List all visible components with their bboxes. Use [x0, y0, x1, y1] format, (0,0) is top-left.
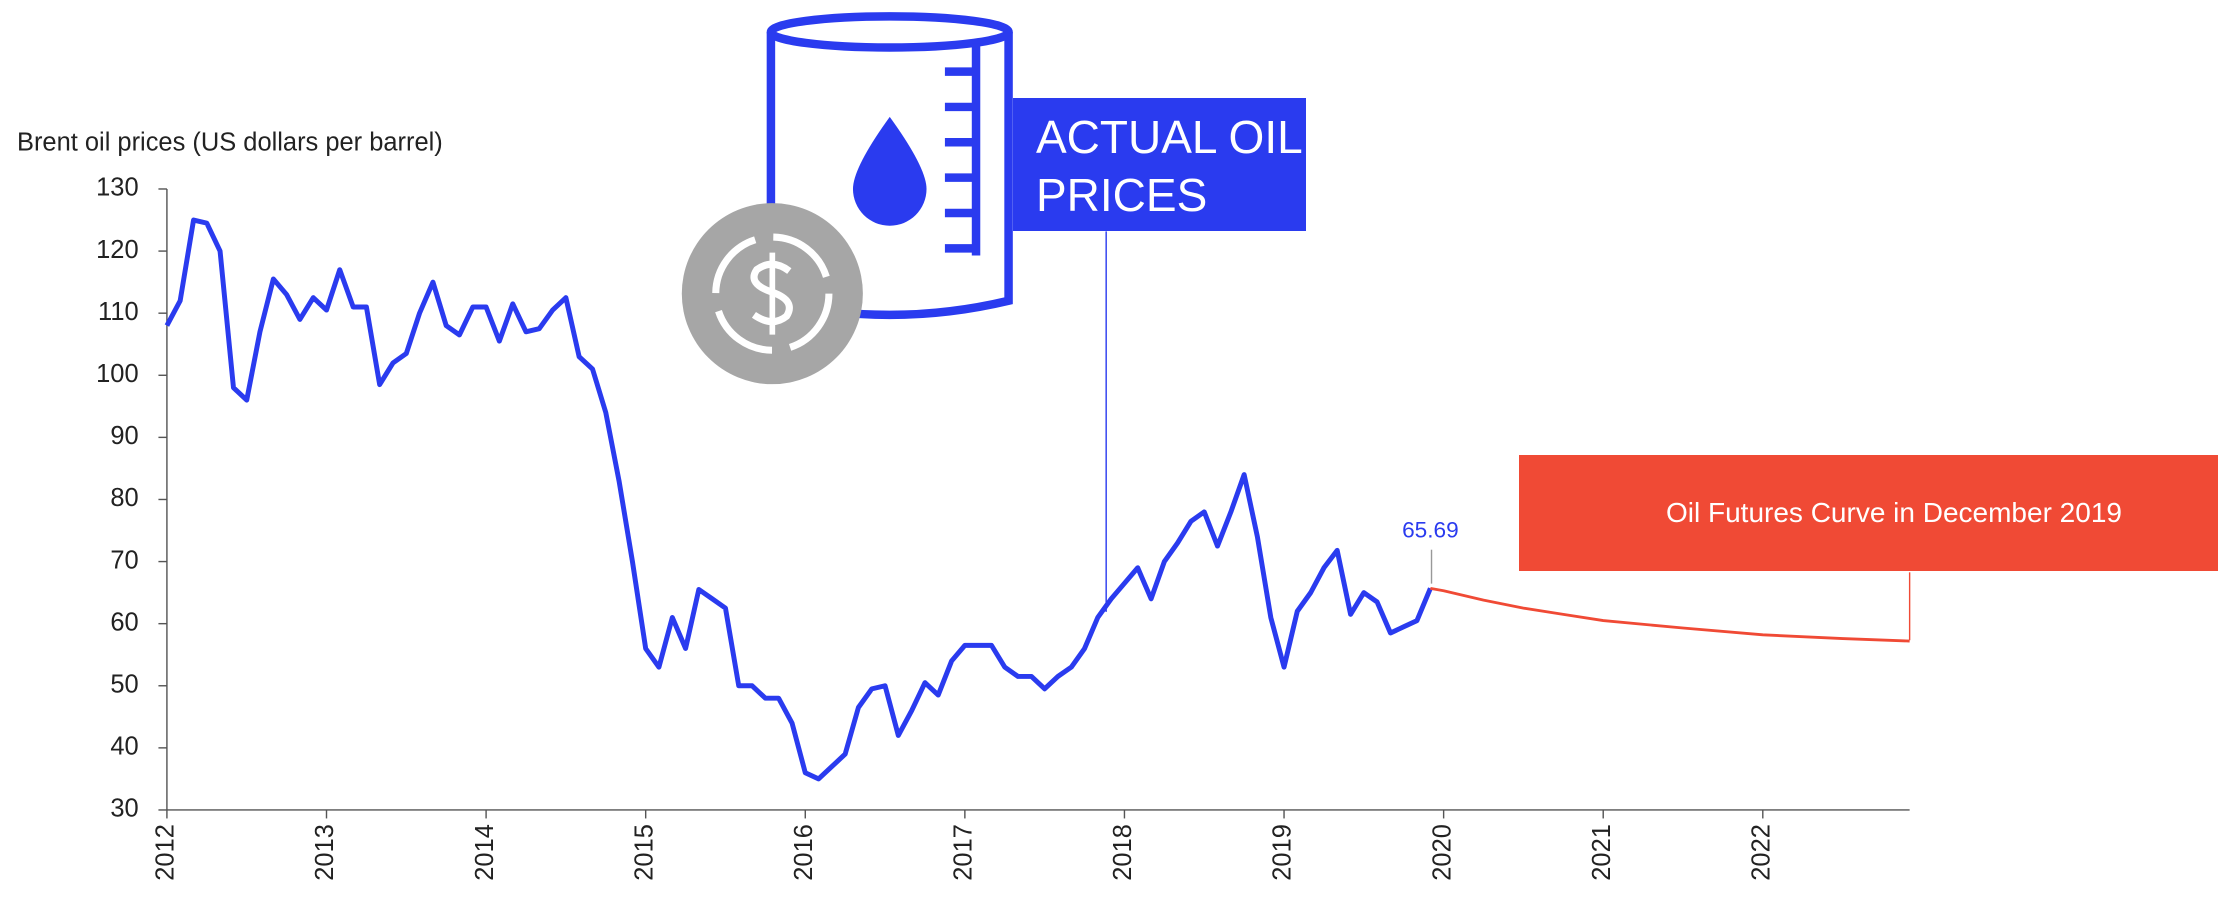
line-series	[1430, 586, 1910, 643]
y-tick-label: 50	[110, 670, 138, 698]
x-tick-label: 2013	[311, 824, 339, 881]
x-tick-label: 2020	[1428, 824, 1456, 881]
actual-prices-label: ACTUAL OIL PRICES	[1013, 98, 1306, 231]
y-tick-label: 130	[96, 174, 138, 202]
coin-icon	[681, 203, 863, 385]
value-label: 65.69	[1402, 518, 1459, 543]
y-tick-label: 110	[98, 298, 139, 326]
x-tick-label: 2019	[1269, 824, 1297, 881]
x-tick-label: 2016	[790, 824, 818, 881]
y-tick-label: 30	[110, 795, 138, 823]
y-tick-label: 120	[96, 236, 138, 264]
x-tick-label: 2017	[950, 824, 978, 881]
y-axis-label: Brent oil prices (US dollars per barrel)	[17, 128, 443, 156]
y-tick-label: 80	[110, 484, 138, 512]
futures-curve-label: Oil Futures Curve in December 2019	[1519, 455, 2218, 571]
y-tick-label: 90	[110, 422, 138, 450]
y-tick-label: 60	[110, 608, 138, 636]
x-tick-label: 2018	[1109, 824, 1137, 881]
x-tick-label: 2015	[630, 824, 658, 881]
x-tick-label: 2021	[1588, 824, 1616, 881]
x-tick-label: 2012	[152, 824, 180, 881]
barrel-icon	[766, 12, 1013, 320]
x-tick-label: 2014	[471, 824, 499, 881]
x-tick-label: 2022	[1748, 824, 1776, 881]
y-tick-label: 40	[110, 733, 138, 761]
y-tick-label: 70	[110, 546, 138, 574]
line-series	[164, 217, 1433, 782]
y-tick-label: 100	[96, 360, 138, 388]
